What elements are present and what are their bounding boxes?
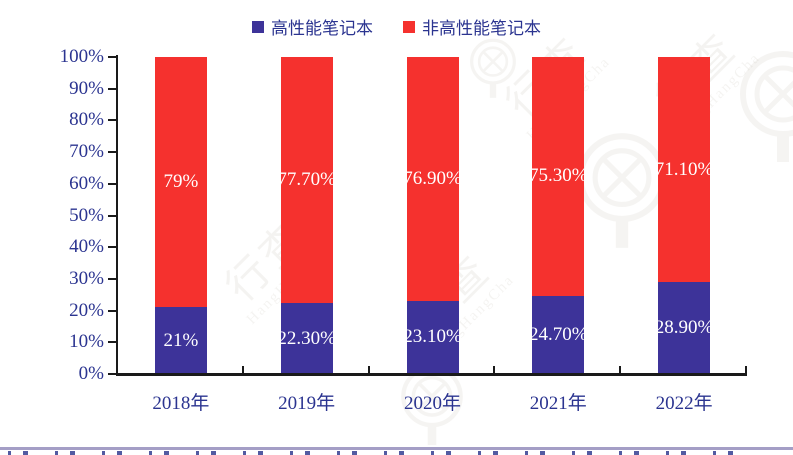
bar-segment-non-high-performance xyxy=(658,57,711,283)
data-label-high-performance: 24.70% xyxy=(529,323,588,345)
y-axis-tick-label: 30% xyxy=(69,267,104,289)
y-axis-tick xyxy=(108,151,117,154)
y-axis-tick xyxy=(108,214,117,217)
y-axis-tick-label: 100% xyxy=(59,46,104,67)
data-label-non-high-performance: 79% xyxy=(163,171,199,193)
y-axis-tick xyxy=(108,56,117,58)
legend-swatch xyxy=(252,20,264,33)
data-label-non-high-performance: 75.30% xyxy=(529,165,588,187)
y-axis-tick xyxy=(108,277,117,280)
data-label-high-performance: 28.90% xyxy=(654,317,714,339)
y-axis-tick xyxy=(108,309,117,312)
data-label-non-high-performance: 71.10% xyxy=(654,158,714,180)
bar-segment-high-performance xyxy=(154,307,207,374)
watermark-magnifier-icon xyxy=(470,38,516,98)
data-label-high-performance: 21% xyxy=(163,329,199,351)
bar-segment-non-high-performance xyxy=(154,57,207,308)
y-axis-tick-label: 40% xyxy=(69,236,104,258)
y-axis-line xyxy=(116,55,118,376)
y-axis-tick-label: 0% xyxy=(78,363,104,384)
x-axis-line xyxy=(116,373,747,376)
x-axis-tick xyxy=(619,366,622,374)
bar-segment-high-performance xyxy=(280,303,333,374)
bar-segment-high-performance xyxy=(532,295,585,374)
x-axis-tick xyxy=(241,366,244,374)
data-label-non-high-performance: 77.70% xyxy=(277,169,336,191)
legend-swatch xyxy=(403,20,415,33)
legend-label: 高性能笔记本 xyxy=(271,19,373,38)
y-axis-tick-label: 60% xyxy=(69,172,104,194)
legend-item: 非高性能笔记本 xyxy=(403,14,541,39)
x-axis-category-label: 2022年 xyxy=(655,393,713,414)
bar-segment-high-performance xyxy=(658,282,711,374)
legend-label: 非高性能笔记本 xyxy=(422,19,541,38)
y-axis-tick-label: 70% xyxy=(69,141,104,163)
data-label-non-high-performance: 76.90% xyxy=(403,167,462,189)
x-axis-tick xyxy=(367,366,370,374)
y-axis-tick-label: 20% xyxy=(69,299,104,321)
x-axis-category-label: 2018年 xyxy=(152,393,210,414)
data-label-high-performance: 23.10% xyxy=(403,326,462,348)
data-label-high-performance: 22.30% xyxy=(277,327,336,349)
footer-divider-line xyxy=(0,447,793,450)
y-axis-tick-label: 90% xyxy=(69,77,104,99)
y-axis-tick xyxy=(108,246,117,249)
legend-item: 高性能笔记本 xyxy=(252,14,373,39)
x-axis-category-label: 2021年 xyxy=(529,393,587,414)
y-axis-tick xyxy=(108,373,117,375)
y-axis-tick xyxy=(108,87,117,90)
watermark-magnifier-icon xyxy=(740,51,793,162)
x-axis-category-label: 2020年 xyxy=(403,393,461,414)
x-axis-category-label: 2019年 xyxy=(278,393,336,414)
y-axis-tick xyxy=(108,119,117,122)
x-axis-tick xyxy=(493,366,496,374)
bar-segment-high-performance xyxy=(406,300,459,374)
y-axis-tick xyxy=(108,182,117,185)
y-axis-tick-label: 50% xyxy=(69,204,104,226)
y-axis-tick-label: 10% xyxy=(69,331,104,353)
chart-legend: 高性能笔记本 非高性能笔记本 xyxy=(0,14,793,39)
y-axis-tick-label: 80% xyxy=(69,109,104,131)
x-axis-tick xyxy=(745,366,747,374)
bar-segment-non-high-performance xyxy=(532,57,585,296)
cropped-source-text xyxy=(8,451,738,455)
bar-segment-non-high-performance xyxy=(406,57,459,301)
bar-segment-non-high-performance xyxy=(280,57,333,304)
y-axis-tick xyxy=(108,341,117,344)
